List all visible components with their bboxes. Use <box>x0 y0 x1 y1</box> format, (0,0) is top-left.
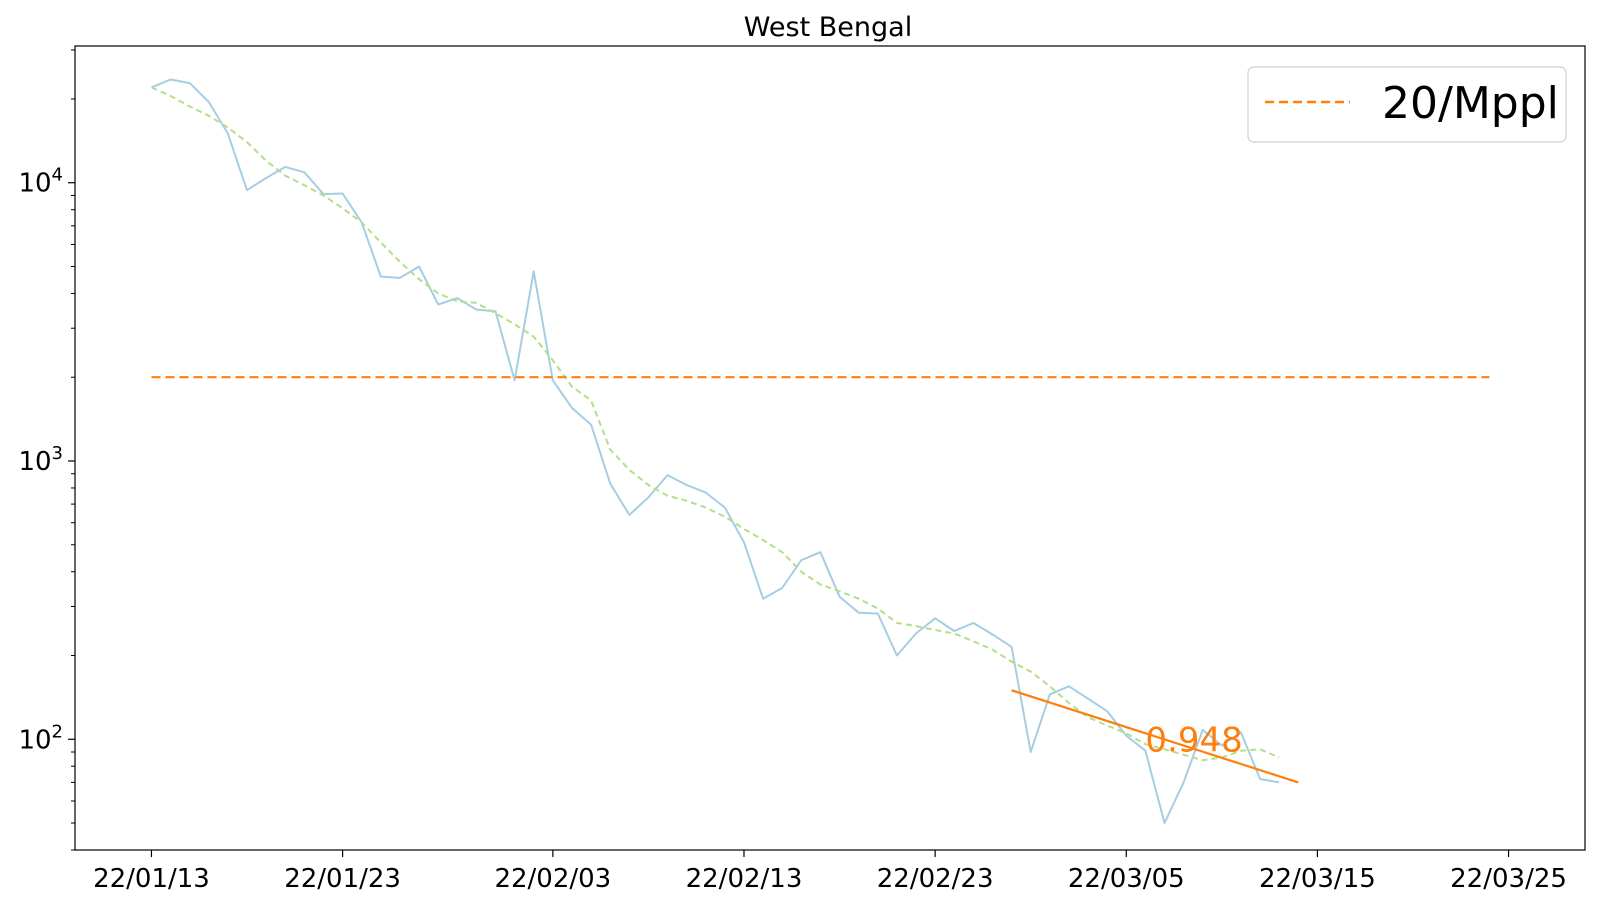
x-tick-label: 22/02/03 <box>494 864 611 894</box>
x-tick-label: 22/01/23 <box>284 864 401 894</box>
x-tick-label: 22/03/05 <box>1068 864 1185 894</box>
legend: 20/Mppl <box>1247 66 1567 143</box>
y-tick-label: 104 <box>18 165 63 199</box>
legend-label-20-mppl: 20/Mppl <box>1382 78 1559 129</box>
chart-title: West Bengal <box>744 12 912 43</box>
x-tick-label: 22/03/15 <box>1259 864 1376 894</box>
fit-annotation: 0.948 <box>1145 720 1242 760</box>
x-tick-label: 22/01/13 <box>93 864 210 894</box>
series-line-moving-average <box>151 86 1280 762</box>
plot-frame <box>74 45 1586 851</box>
x-tick-label: 22/02/13 <box>686 864 803 894</box>
series-line-daily <box>151 78 1280 824</box>
plot-area: 0.948 <box>151 78 1490 824</box>
y-tick-label: 102 <box>18 721 63 755</box>
series-line-fit <box>1011 689 1299 784</box>
y-tick-label: 103 <box>18 443 63 477</box>
x-tick-label: 22/02/23 <box>877 864 994 894</box>
axes: 22/01/13 22/01/23 22/02/03 22/02/13 22/02/23… <box>18 49 1567 894</box>
x-tick-label: 22/03/25 <box>1450 864 1567 894</box>
legend-box <box>1247 66 1567 143</box>
